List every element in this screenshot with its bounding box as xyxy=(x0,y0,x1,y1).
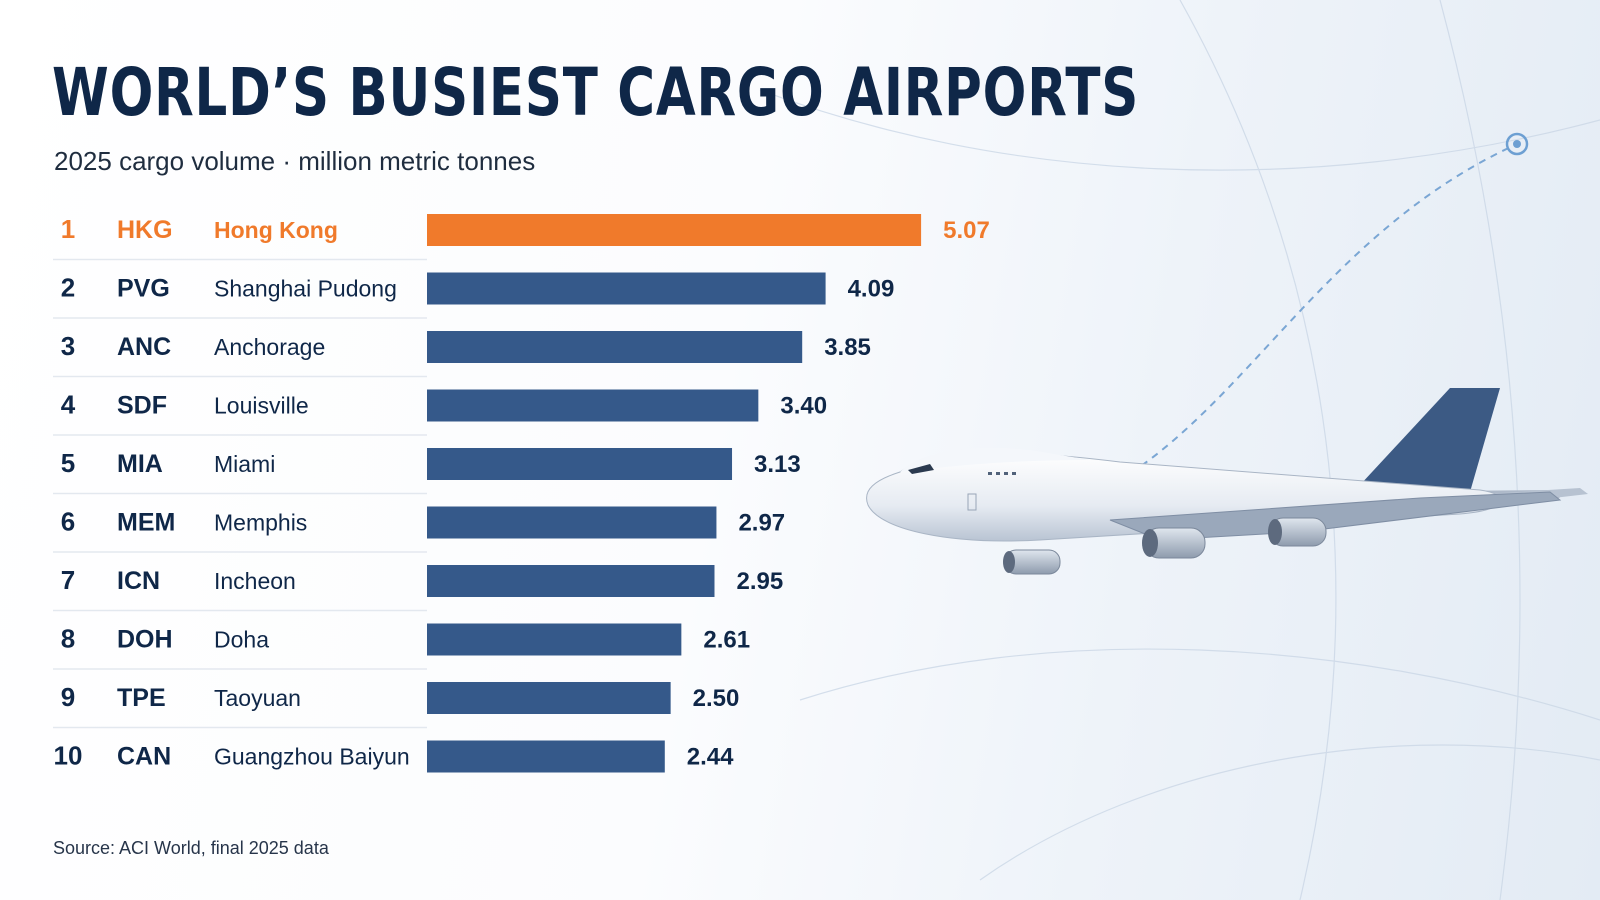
airport-name-label: Doha xyxy=(214,627,269,653)
bar xyxy=(427,506,717,539)
value-label: 2.50 xyxy=(693,685,740,712)
rank-label: 7 xyxy=(61,565,75,595)
rank-label: 5 xyxy=(61,448,75,478)
airport-code-label: SDF xyxy=(117,392,167,420)
destination-marker-icon xyxy=(1505,132,1529,156)
airport-name-label: Incheon xyxy=(214,568,296,594)
value-label: 3.85 xyxy=(824,334,871,361)
rank-label: 8 xyxy=(61,624,75,654)
bar xyxy=(427,448,733,480)
rank-label: 3 xyxy=(61,331,75,361)
airport-name-label: Louisville xyxy=(214,393,309,419)
airport-code-label: CAN xyxy=(117,743,171,771)
value-label: 3.13 xyxy=(754,451,801,478)
airport-code-label: TPE xyxy=(117,684,166,712)
bar xyxy=(427,214,922,246)
bar xyxy=(427,331,803,363)
bar-chart: 1 HKG Hong Kong 5.07 2 PVG Shanghai Pudong 4.09… xyxy=(53,214,990,773)
airport-name-label: Anchorage xyxy=(214,334,325,360)
bar xyxy=(427,565,715,597)
bar xyxy=(427,623,682,656)
value-label: 5.07 xyxy=(943,217,990,244)
rank-label: 9 xyxy=(61,682,75,712)
airport-code-label: PVG xyxy=(117,275,170,303)
source-note: Source: ACI World, final 2025 data xyxy=(53,838,329,858)
cargo-plane-icon xyxy=(866,388,1588,575)
rank-label: 2 xyxy=(61,273,75,303)
value-label: 2.95 xyxy=(736,568,783,595)
value-label: 2.61 xyxy=(703,627,750,654)
airport-code-label: MIA xyxy=(117,450,163,478)
bar xyxy=(427,389,759,422)
airport-name-label: Miami xyxy=(214,451,275,477)
value-label: 4.09 xyxy=(848,276,895,303)
rank-label: 1 xyxy=(61,214,75,244)
value-label: 3.40 xyxy=(780,393,827,420)
airport-name-label: Shanghai Pudong xyxy=(214,276,397,302)
airport-code-label: MEM xyxy=(117,509,175,537)
airport-name-label: Guangzhou Baiyun xyxy=(214,744,410,770)
value-label: 2.97 xyxy=(738,510,785,537)
chart-title: WORLD’S BUSIEST CARGO AIRPORTS xyxy=(52,54,1140,131)
airport-name-label: Taoyuan xyxy=(214,685,301,711)
bar xyxy=(427,740,665,773)
airport-name-label: Hong Kong xyxy=(214,217,338,243)
airport-name-label: Memphis xyxy=(214,510,307,536)
value-label: 2.44 xyxy=(687,744,734,771)
rank-label: 10 xyxy=(54,741,83,771)
rank-label: 4 xyxy=(61,390,76,420)
bar xyxy=(427,272,826,305)
airport-code-label: DOH xyxy=(117,626,173,654)
bar xyxy=(427,682,671,714)
rank-label: 6 xyxy=(61,507,75,537)
airport-code-label: HKG xyxy=(117,216,173,244)
airport-code-label: ICN xyxy=(117,567,160,595)
chart-subtitle: 2025 cargo volume · million metric tonne… xyxy=(54,146,536,176)
airport-code-label: ANC xyxy=(117,333,171,361)
